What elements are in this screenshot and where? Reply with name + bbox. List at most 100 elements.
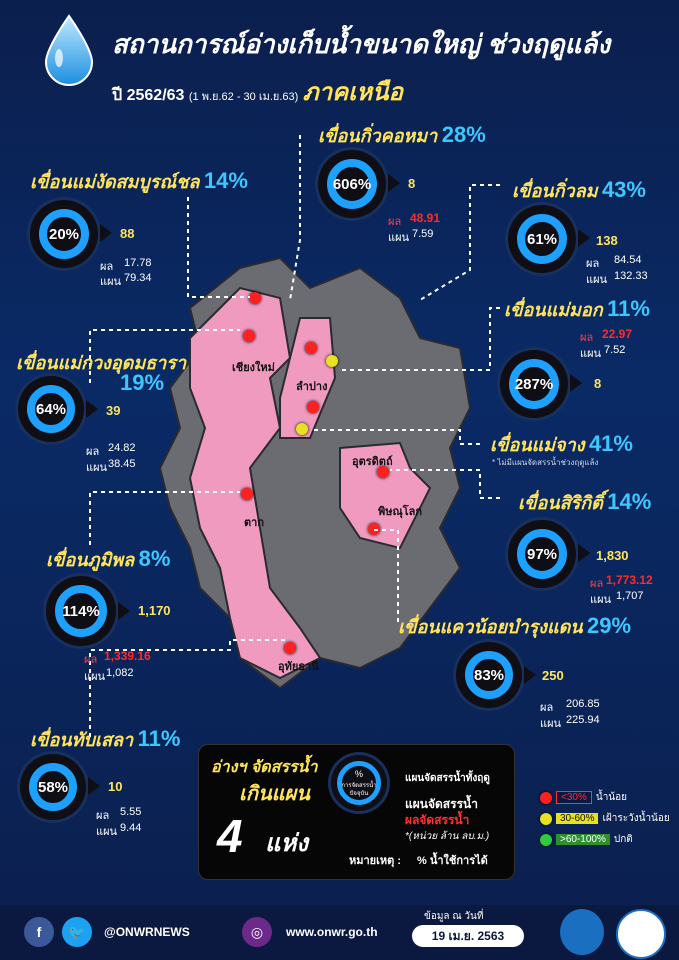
leader-lines: [0, 0, 679, 905]
dam-gauge: 64%: [18, 376, 84, 442]
status-item: >60-100% ปกติ: [540, 832, 670, 847]
plan-label: แผน: [580, 348, 602, 360]
status-desc: น้ำน้อย: [595, 792, 628, 803]
status-label: >60-100%: [556, 834, 610, 845]
dam-name: เขื่อนทับเสลา: [30, 730, 134, 750]
note-text: % น้ำใช้การได้: [417, 855, 488, 867]
dam-gauge: 83%: [456, 642, 522, 708]
gauge-value: 20%: [48, 225, 80, 243]
map-marker: [305, 342, 317, 354]
twitter-icon[interactable]: 🐦: [62, 917, 92, 947]
map-marker: [249, 292, 261, 304]
dam-gauge: 58%: [20, 754, 86, 820]
gauge-value: 61%: [526, 230, 558, 248]
dam-percent: 14%: [203, 168, 248, 193]
plan-label: แผน: [96, 826, 118, 838]
dam-percent: 11%: [137, 726, 181, 751]
footer: f 🐦 @ONWRNEWS ◎ www.onwr.go.th ข้อมูล ณ …: [0, 905, 679, 960]
province-label: เชียงใหม่: [232, 362, 275, 374]
dam-card: เขื่อนกิ่วคอหมา 28%: [318, 121, 486, 150]
dam-name: เขื่อนแควน้อยบำรุงแดน: [398, 617, 583, 637]
legend-gauge-label: ปัจจุบัน: [349, 791, 369, 797]
result-value: 1,773.12: [606, 573, 653, 587]
result-value: 24.82: [108, 442, 136, 454]
data-date: 19 เม.ย. 2563: [412, 925, 524, 947]
result-value: 22.97: [602, 327, 633, 341]
result-label: ผล: [86, 446, 100, 458]
globe-icon[interactable]: ◎: [242, 917, 272, 947]
gauge-value: 64%: [35, 400, 67, 418]
result-value: 5.55: [120, 806, 142, 818]
season-plan-value: 1,830: [596, 548, 629, 563]
gauge-pointer: [100, 224, 112, 242]
dam-name: เขื่อนภูมิพล: [46, 550, 135, 570]
gauge-value: 287%: [514, 375, 554, 393]
dam-percent: 43%: [601, 177, 646, 202]
gauge-pointer: [86, 400, 98, 418]
result-label: ผล: [388, 216, 402, 228]
date-label: ข้อมูล ณ วันที่: [424, 911, 484, 922]
subtitle-year: ปี 2562/63: [112, 87, 185, 104]
province-label: อุทัยธานี: [278, 661, 319, 673]
agency-seal: [616, 909, 666, 959]
season-plan-value: 138: [596, 233, 618, 248]
facebook-icon[interactable]: f: [24, 917, 54, 947]
province-label: อุตรดิตถ์: [352, 456, 393, 468]
status-item: 30-60% เฝ้าระวังน้ำน้อย: [540, 811, 670, 826]
subtitle-range: (1 พ.ย.62 - 30 เม.ย.63): [188, 91, 299, 103]
status-desc: ปกติ: [613, 834, 633, 845]
season-plan-value: 8: [408, 176, 416, 191]
map-marker: [284, 642, 296, 654]
page-title: สถานการณ์อ่างเก็บน้ำขนาดใหญ่ ช่วงฤดูแล้ง: [112, 29, 611, 59]
north-region-map: [160, 256, 472, 690]
map-marker: [326, 355, 338, 367]
dam-card: เขื่อนแม่งัดสมบูรณ์ชล 14%: [30, 167, 248, 196]
result-label: ผล: [590, 578, 604, 590]
plan-value: 132.33: [614, 270, 648, 282]
plan-value: 1,707: [616, 590, 644, 602]
season-plan-value: 10: [108, 779, 123, 794]
plan-label: แผน: [388, 232, 410, 244]
gauge-value: 97%: [526, 545, 558, 563]
legend-result: ผลจัดสรรน้ำ: [405, 813, 470, 827]
plan-value: 1,082: [106, 667, 134, 679]
status-legend: <30% น้ำน้อย 30-60% เฝ้าระวังน้ำน้อย >60…: [540, 790, 670, 847]
result-label: ผล: [540, 702, 554, 714]
legend-gauge-label: การจัดสรรน้ำ: [341, 783, 377, 789]
gauge-pointer: [578, 229, 590, 247]
map-marker: [377, 466, 389, 478]
season-plan-value: 8: [594, 376, 602, 391]
dam-percent: 14%: [607, 489, 652, 514]
dam-name: เขื่อนแม่กวงอุดมธารา: [16, 353, 187, 373]
gauge-value: 83%: [473, 666, 505, 684]
result-label: ผล: [96, 810, 110, 822]
website-link[interactable]: www.onwr.go.th: [286, 925, 378, 939]
result-value: 1,339.16: [104, 649, 151, 663]
map-marker: [307, 401, 319, 413]
gauge-value: 606%: [332, 175, 372, 193]
status-dot: [540, 833, 552, 846]
plan-label: แผน: [100, 276, 122, 288]
dam-name: เขื่อนแม่งัดสมบูรณ์ชล: [30, 172, 200, 192]
legend-gauge: % การจัดสรรน้ำ ปัจจุบัน: [331, 755, 387, 811]
dam-percent: 19%: [120, 370, 165, 395]
gauge-pointer: [118, 602, 130, 620]
dam-percent: 28%: [441, 122, 486, 147]
dam-gauge: 287%: [500, 350, 568, 418]
gauge-value: 58%: [37, 778, 69, 796]
social-handle[interactable]: @ONWRNEWS: [104, 925, 190, 939]
gauge-pointer: [388, 174, 400, 192]
result-value: 206.85: [566, 698, 600, 710]
province-label: ตาก: [244, 517, 264, 529]
result-value: 48.91: [410, 211, 441, 225]
legend-heading: อ่างฯ จัดสรรน้ำ: [211, 759, 318, 776]
season-plan-value: 39: [106, 403, 121, 418]
gauge-pointer: [578, 544, 590, 562]
dam-gauge: 606%: [318, 150, 386, 218]
dam-percent: 41%: [588, 431, 633, 456]
map-marker: [296, 423, 308, 435]
plan-value: 9.44: [120, 822, 142, 834]
legend-plan: แผนจัดสรรน้ำ: [405, 797, 478, 811]
note-label: หมายเหตุ :: [349, 855, 401, 867]
dam-name: เขื่อนกิ่วคอหมา: [318, 126, 438, 146]
